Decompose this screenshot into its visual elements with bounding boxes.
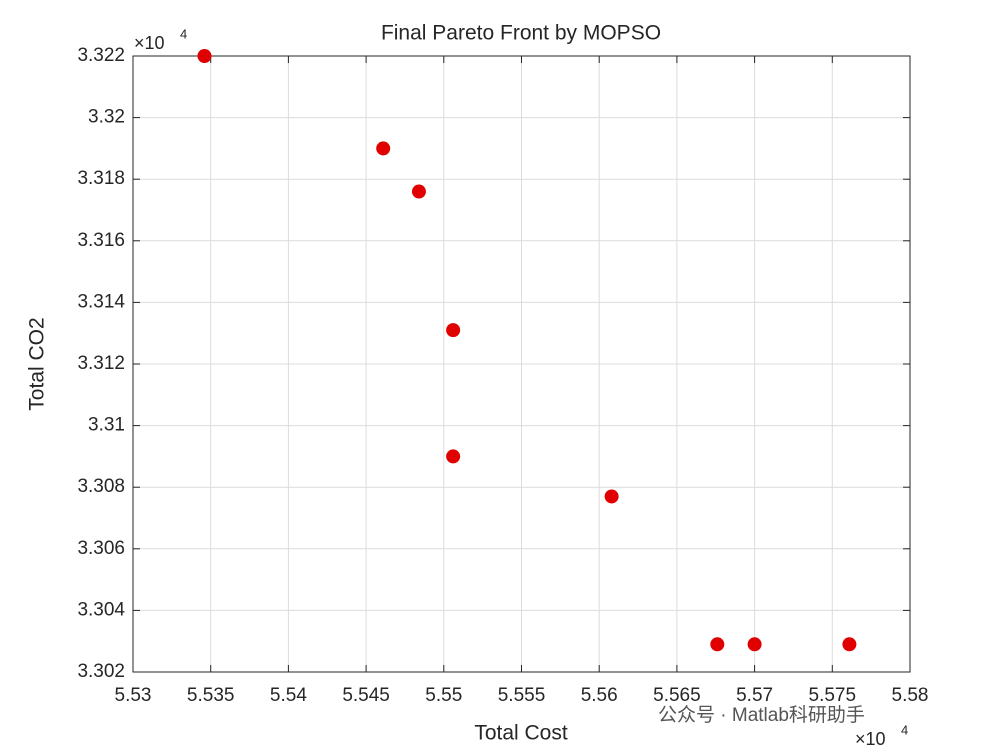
plot-area: 5.53 5.535 5.54 5.545 5.55 5.555 5.56 5.565 5.57…	[77, 45, 928, 706]
x-tick-label: 5.55	[425, 685, 462, 706]
x-axis-label: Total Cost	[474, 722, 568, 745]
y-tick-label: 3.312	[77, 353, 125, 374]
x-tick-label: 5.53	[115, 685, 152, 706]
point	[446, 449, 461, 464]
y-tick-label: 3.32	[88, 107, 125, 128]
x-tick-label: 5.545	[342, 685, 390, 706]
y-tick-label: 3.316	[77, 230, 125, 251]
y-tick-label: 3.302	[77, 661, 125, 682]
x-tick-label: 5.58	[892, 685, 929, 706]
point	[376, 141, 391, 156]
y-tick-label: 3.31	[88, 415, 125, 436]
point	[604, 489, 619, 504]
x-multiplier-base: ×10	[855, 729, 886, 749]
point	[411, 184, 426, 199]
x-tick-label: 5.575	[809, 685, 857, 706]
plot-frame	[132, 55, 911, 673]
y-tick-label: 3.306	[77, 538, 125, 559]
point	[446, 323, 461, 338]
y-tick-label: 3.304	[77, 599, 125, 620]
y-tick-label: 3.314	[77, 291, 125, 312]
x-tick-label: 5.57	[736, 685, 773, 706]
y-multiplier-base: ×10	[134, 33, 165, 53]
chart-title: Final Pareto Front by MOPSO	[381, 22, 661, 45]
y-multiplier-exponent: 4	[180, 26, 187, 41]
x-tick-label: 5.54	[270, 685, 307, 706]
x-tick-label: 5.535	[187, 685, 235, 706]
watermark: 公众号 · Matlab科研助手	[658, 704, 865, 726]
y-tick-label: 3.322	[77, 45, 125, 66]
y-tick-label: 3.308	[77, 476, 125, 497]
point	[842, 637, 857, 652]
point	[747, 637, 762, 652]
x-tick-label: 5.56	[581, 685, 618, 706]
y-tick-label: 3.318	[77, 168, 125, 189]
x-multiplier-exponent: 4	[901, 722, 908, 737]
x-tick-label: 5.565	[653, 685, 701, 706]
x-tick-label: 5.555	[498, 685, 546, 706]
point	[710, 637, 725, 652]
point	[197, 49, 212, 63]
y-axis-label: Total CO2	[26, 317, 49, 410]
